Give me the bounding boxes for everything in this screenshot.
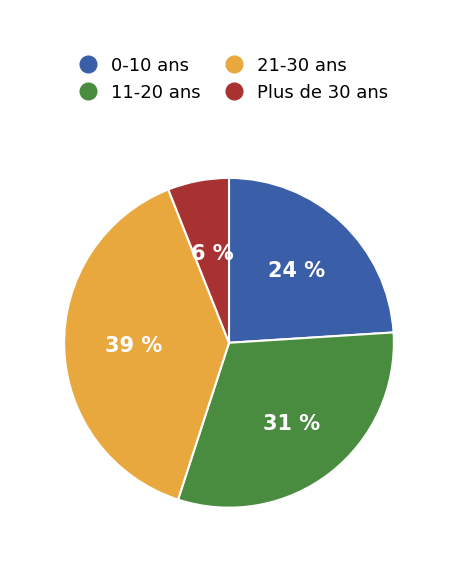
Text: 24 %: 24 % xyxy=(268,261,325,281)
Text: 39 %: 39 % xyxy=(105,336,162,356)
Wedge shape xyxy=(64,189,229,500)
Text: 6 %: 6 % xyxy=(191,243,233,264)
Text: 31 %: 31 % xyxy=(263,414,320,433)
Wedge shape xyxy=(178,332,394,508)
Legend: 0-10 ans, 11-20 ans, 21-30 ans, Plus de 30 ans: 0-10 ans, 11-20 ans, 21-30 ans, Plus de … xyxy=(65,51,393,107)
Wedge shape xyxy=(168,178,229,343)
Wedge shape xyxy=(229,178,393,343)
